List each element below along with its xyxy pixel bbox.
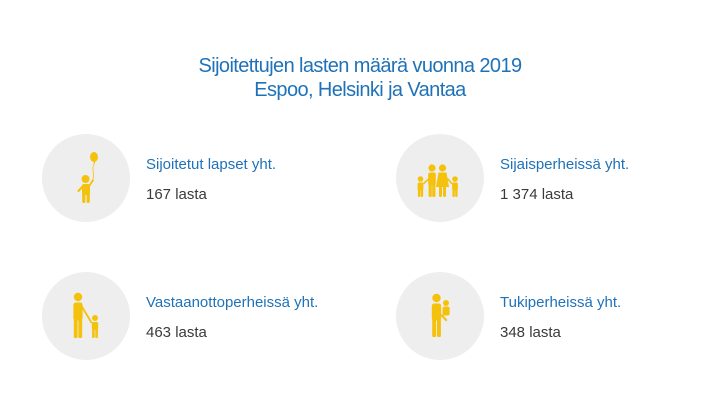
family-icon: [417, 164, 458, 197]
stat-icon-circle-placed-children: [42, 134, 130, 222]
child-with-balloon-icon: [77, 152, 98, 203]
stat-value-reception-families: 463 lasta: [146, 324, 207, 341]
stat-label-foster-families: Sijaisperheissä yht.: [500, 156, 630, 173]
stat-icon-circle-reception-families: [42, 272, 130, 360]
stat-label-reception-families: Vastaanottoperheissä yht.: [146, 294, 319, 311]
stat-icon-circle-foster-families: [396, 134, 484, 222]
adult-with-child-icon: [73, 292, 99, 338]
page-title: Sijoitettujen lasten määrä vuonna 2019 E…: [0, 54, 720, 102]
title-line-1: Sijoitettujen lasten määrä vuonna 2019: [198, 55, 523, 77]
stat-icon-circle-support-families: [396, 272, 484, 360]
stat-value-placed-children: 167 lasta: [146, 186, 207, 203]
title-line-2: Espoo, Helsinki ja Vantaa: [254, 79, 466, 101]
stat-label-support-families: Tukiperheissä yht.: [500, 294, 622, 311]
stat-label-placed-children: Sijoitetut lapset yht.: [146, 156, 277, 173]
stat-value-foster-families: 1 374 lasta: [500, 186, 574, 203]
stat-value-support-families: 348 lasta: [500, 324, 561, 341]
adult-carrying-child-icon: [431, 293, 450, 337]
